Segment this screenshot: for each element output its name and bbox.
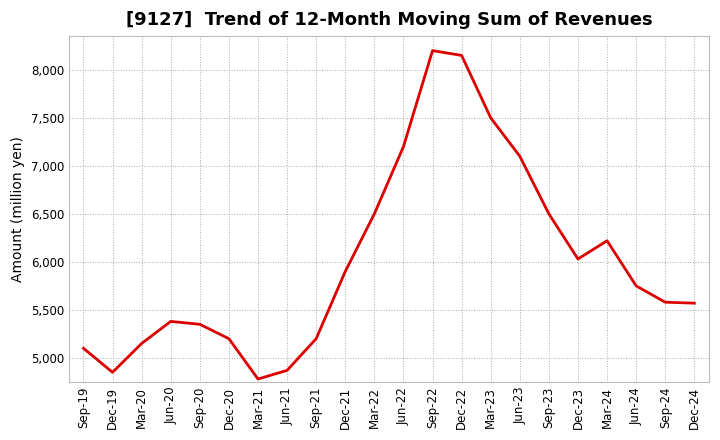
Title: [9127]  Trend of 12-Month Moving Sum of Revenues: [9127] Trend of 12-Month Moving Sum of R… (125, 11, 652, 29)
Y-axis label: Amount (million yen): Amount (million yen) (11, 136, 25, 282)
